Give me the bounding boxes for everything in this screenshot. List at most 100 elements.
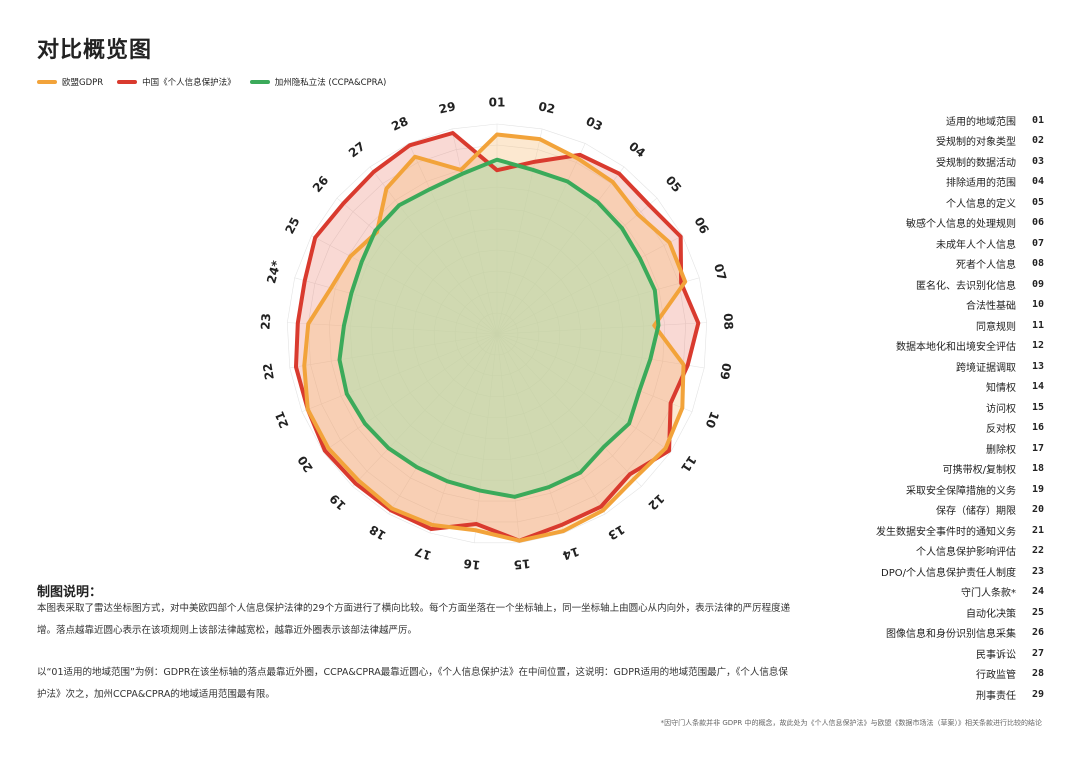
axis-tick-label: 22 — [260, 362, 277, 381]
axis-list-number: 07 — [1031, 237, 1044, 249]
axis-list-label: 图像信息和身份识别信息采集 — [886, 629, 1016, 641]
axis-list-label: 未成年人个人信息 — [936, 239, 1016, 251]
axis-tick-label: 01 — [489, 96, 506, 110]
axis-tick-label: 05 — [663, 173, 684, 195]
axis-list-number: 11 — [1031, 319, 1044, 331]
grid-ring — [287, 123, 707, 544]
axis-list-label: 同意规则 — [976, 321, 1016, 333]
axis-tick-label: 25 — [282, 215, 302, 236]
axis-list-label: 知情权 — [986, 383, 1016, 395]
axis-list-item: 未成年人个人信息 07 — [744, 233, 1044, 254]
axis-list-number: 20 — [1031, 504, 1044, 516]
axis-tick-label: 12 — [645, 491, 667, 513]
axis-list-label: 匿名化、去识别化信息 — [916, 280, 1016, 292]
axis-list-number: 12 — [1031, 340, 1044, 352]
axis-list-number: 17 — [1031, 442, 1044, 454]
axis-list-item: 排除适用的范围 04 — [744, 172, 1044, 193]
axis-legend-list: 适用的地域范围 01 受规制的对象类型 02 受规制的数据活动 03 排除适用的范围 04 个人… — [744, 110, 1044, 705]
legend-swatch-ccpa — [249, 80, 270, 84]
notes-paragraph-2: 以“01适用的地域范围”为例：GDPR在该坐标轴的落点最靠近外圈，CCPA&CP… — [37, 667, 788, 700]
axis-list-label: 受规制的对象类型 — [936, 137, 1016, 149]
axis-tick-label: 23 — [258, 313, 273, 330]
axis-list-item: 死者个人信息 08 — [744, 254, 1044, 275]
axis-list-label: 保存（储存）期限 — [936, 506, 1016, 518]
axis-tick-label: 13 — [606, 522, 628, 543]
axis-list-label: 个人信息保护影响评估 — [916, 547, 1016, 559]
axis-list-item: 采取安全保障措施的义务 19 — [744, 479, 1044, 500]
notes-paragraph-1: 本图表采取了雷达坐标图方式，对中美欧四部个人信息保护法律的29个方面进行了横向比… — [37, 603, 791, 636]
axis-tick-label: 07 — [711, 262, 729, 282]
axis-list-item: 适用的地域范围 01 — [744, 110, 1044, 131]
axis-list-number: 02 — [1031, 135, 1044, 147]
axis-tick-label: 21 — [272, 409, 291, 430]
series-line — [302, 132, 688, 543]
axis-list-item: 反对权 16 — [744, 418, 1044, 439]
axis-list-item: 刑事责任 29 — [744, 684, 1044, 705]
axis-list-item: 访问权 15 — [744, 397, 1044, 418]
axis-tick-label: 03 — [584, 114, 605, 134]
axis-list-label: 刑事责任 — [976, 690, 1016, 702]
axis-list-item: 匿名化、去识别化信息 09 — [744, 274, 1044, 295]
axis-list-label: 行政监管 — [976, 670, 1016, 682]
axis-list-number: 13 — [1031, 360, 1044, 372]
grid-ring — [328, 165, 666, 502]
axis-list-item: 图像信息和身份识别信息采集 26 — [744, 623, 1044, 644]
axis-list-label: 合法性基础 — [966, 301, 1016, 313]
axis-tick-label: 08 — [721, 313, 736, 330]
axis-list-number: 09 — [1031, 278, 1044, 290]
axis-list-item: 自动化决策 25 — [744, 602, 1044, 623]
axis-list-number: 15 — [1031, 401, 1044, 413]
axis-list-label: 数据本地化和出境安全评估 — [896, 342, 1016, 354]
axis-list-number: 05 — [1031, 196, 1044, 208]
axis-list-item: 知情权 14 — [744, 377, 1044, 398]
axis-tick-label: 02 — [537, 99, 556, 116]
axis-list-item: 同意规则 11 — [744, 315, 1044, 336]
axis-tick-label: 06 — [691, 215, 711, 236]
axis-tick-label: 28 — [389, 114, 410, 134]
axis-list-number: 10 — [1031, 299, 1044, 311]
axis-list-label: 反对权 — [986, 424, 1016, 436]
axis-tick-label: 20 — [295, 453, 316, 475]
legend-label-pipl: 中国《个人信息保护法》 — [142, 78, 236, 88]
axis-list-number: 29 — [1031, 688, 1044, 700]
axis-tick-label: 10 — [702, 409, 721, 430]
axis-list-item: 行政监管 28 — [744, 664, 1044, 685]
axis-list-number: 24 — [1031, 586, 1044, 598]
axis-tick-label: 15 — [513, 556, 531, 572]
axis-list-number: 01 — [1031, 114, 1044, 126]
axis-list-number: 27 — [1031, 647, 1044, 659]
axis-list-item: 保存（储存）期限 20 — [744, 500, 1044, 521]
axis-list-label: 排除适用的范围 — [946, 178, 1016, 190]
axis-tick-label: 27 — [346, 139, 368, 160]
axis-tick-label: 17 — [413, 544, 433, 563]
grid-ring — [307, 144, 687, 523]
axis-tick-label: 16 — [463, 556, 481, 572]
axis-list-item: 受规制的对象类型 02 — [744, 131, 1044, 152]
axis-list-label: 敏感个人信息的处理规则 — [906, 219, 1016, 231]
axis-list-label: 发生数据安全事件时的通知义务 — [876, 526, 1016, 538]
axis-list-number: 19 — [1031, 483, 1044, 495]
axis-list-label: 跨境证据调取 — [956, 362, 1016, 374]
axis-list-number: 16 — [1031, 422, 1044, 434]
axis-list-item: 发生数据安全事件时的通知义务 21 — [744, 520, 1044, 541]
axis-list-number: 28 — [1031, 668, 1044, 680]
chart-legend: 欧盟GDPR 中国《个人信息保护法》 加州隐私立法 (CCPA&CPRA) — [37, 76, 386, 88]
legend-label-gdpr: 欧盟GDPR — [62, 78, 104, 88]
axis-tick-label: 18 — [367, 522, 389, 543]
axis-list-label: 访问权 — [986, 403, 1016, 415]
axis-list-item: 敏感个人信息的处理规则 06 — [744, 213, 1044, 234]
notes-title: 制图说明： — [37, 585, 103, 600]
axis-list-label: 删除权 — [986, 444, 1016, 456]
axis-list-label: 守门人条款* — [961, 588, 1016, 600]
axis-list-number: 25 — [1031, 606, 1044, 618]
axis-list-label: 死者个人信息 — [956, 260, 1016, 272]
axis-list-number: 04 — [1031, 176, 1044, 188]
axis-tick-label: 04 — [626, 139, 648, 160]
series-line — [293, 131, 701, 543]
axis-list-number: 18 — [1031, 463, 1044, 475]
legend-label-ccpa: 加州隐私立法 (CCPA&CPRA) — [274, 78, 387, 88]
axis-tick-label: 29 — [438, 99, 457, 116]
page-title: 对比概览图 — [37, 38, 153, 63]
axis-list-item: 删除权 17 — [744, 438, 1044, 459]
legend-item-pipl: 中国《个人信息保护法》 — [117, 76, 236, 88]
